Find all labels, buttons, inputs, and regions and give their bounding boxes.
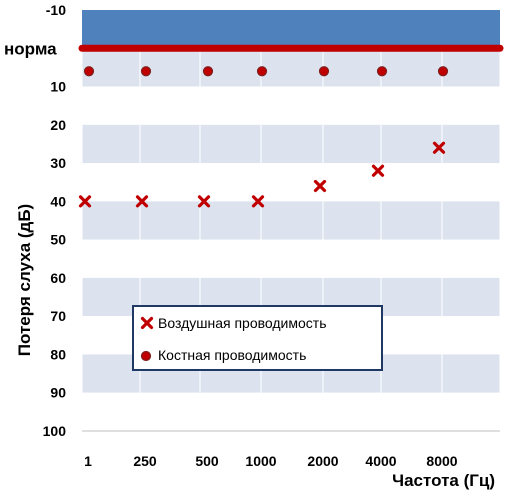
x-axis-title: Частота (Гц) — [392, 471, 495, 490]
legend-label-bone-conduction: Костная проводимость — [158, 347, 306, 363]
x-tick-label: 8000 — [426, 453, 457, 469]
legend-x-icon — [140, 316, 154, 330]
legend-marker-air-conduction — [140, 316, 154, 330]
x-tick-label: 4000 — [365, 453, 396, 469]
band-row — [82, 163, 500, 202]
legend-label-air-conduction: Воздушная проводимость — [158, 315, 327, 331]
x-tick-label: 500 — [195, 453, 219, 469]
x-tick-label: 2000 — [307, 453, 338, 469]
band-row — [82, 124, 500, 164]
air-conduction-point — [78, 195, 92, 208]
y-tick-label: 10 — [50, 79, 66, 95]
marker-stroke — [432, 141, 446, 154]
bone-conduction-point — [202, 66, 214, 77]
marker-stroke — [135, 195, 149, 208]
legend-dot-icon — [140, 350, 152, 362]
legend-box — [132, 305, 383, 371]
y-tick-label: 70 — [50, 308, 66, 324]
y-tick-label: 40 — [50, 193, 66, 209]
marker-stroke — [371, 164, 385, 177]
band-row — [82, 392, 500, 431]
bone-conduction-point — [83, 66, 95, 77]
x-tick-label: 1000 — [245, 453, 276, 469]
y-tick-label-normal: норма — [4, 39, 57, 58]
band-top — [82, 10, 500, 49]
y-tick-label: 20 — [50, 117, 66, 133]
air-conduction-point — [251, 195, 265, 208]
marker-stroke — [313, 179, 327, 193]
band-row — [82, 86, 500, 125]
marker-stroke — [78, 195, 92, 208]
air-conduction-point — [371, 164, 385, 177]
bone-conduction-point — [318, 66, 330, 77]
bone-conduction-point — [376, 66, 388, 77]
bone-conduction-point — [256, 66, 268, 77]
x-tick-label: 1 — [84, 453, 92, 469]
legend: Воздушная проводимость Костная проводимо… — [132, 305, 383, 371]
y-axis-title: Потеря слуха (дБ) — [15, 204, 34, 356]
air-conduction-point — [313, 179, 327, 193]
bone-conduction-point — [437, 66, 449, 77]
y-tick-label: 90 — [50, 385, 66, 401]
y-tick-label: 60 — [50, 270, 66, 286]
air-conduction-point — [432, 141, 446, 154]
y-tick-label: 50 — [50, 232, 66, 248]
band-row — [82, 201, 500, 240]
band-row — [82, 48, 500, 87]
bone-conduction-point — [140, 66, 152, 77]
air-conduction-point — [135, 195, 149, 208]
marker-stroke — [251, 195, 265, 208]
y-tick-label: 80 — [50, 346, 66, 362]
y-tick-label: 30 — [50, 155, 66, 171]
x-tick-label: 250 — [133, 453, 157, 469]
air-conduction-point — [197, 195, 211, 208]
band-row — [82, 239, 500, 278]
marker-stroke — [197, 195, 211, 208]
legend-marker-bone-conduction — [140, 350, 152, 362]
y-tick-label: 100 — [43, 423, 67, 439]
y-axis-ticks: -10 норма 10 20 30 40 50 60 70 80 90 100 — [4, 2, 66, 439]
x-axis-ticks: 1 250 500 1000 2000 4000 8000 — [84, 453, 458, 469]
data-markers — [78, 66, 449, 208]
marker-stroke — [140, 316, 154, 330]
y-tick-label: -10 — [46, 2, 66, 18]
